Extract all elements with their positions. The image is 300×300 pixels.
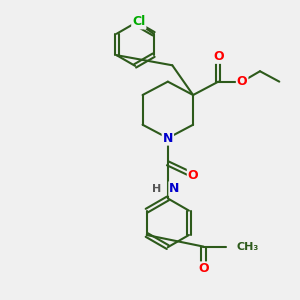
Text: Cl: Cl [132,15,146,28]
Text: CH₃: CH₃ [236,242,258,252]
Text: O: O [213,50,224,63]
Text: N: N [169,182,180,195]
Text: H: H [152,184,161,194]
Text: O: O [198,262,209,275]
Text: O: O [237,75,248,88]
Text: N: N [163,132,173,145]
Text: O: O [188,169,198,182]
